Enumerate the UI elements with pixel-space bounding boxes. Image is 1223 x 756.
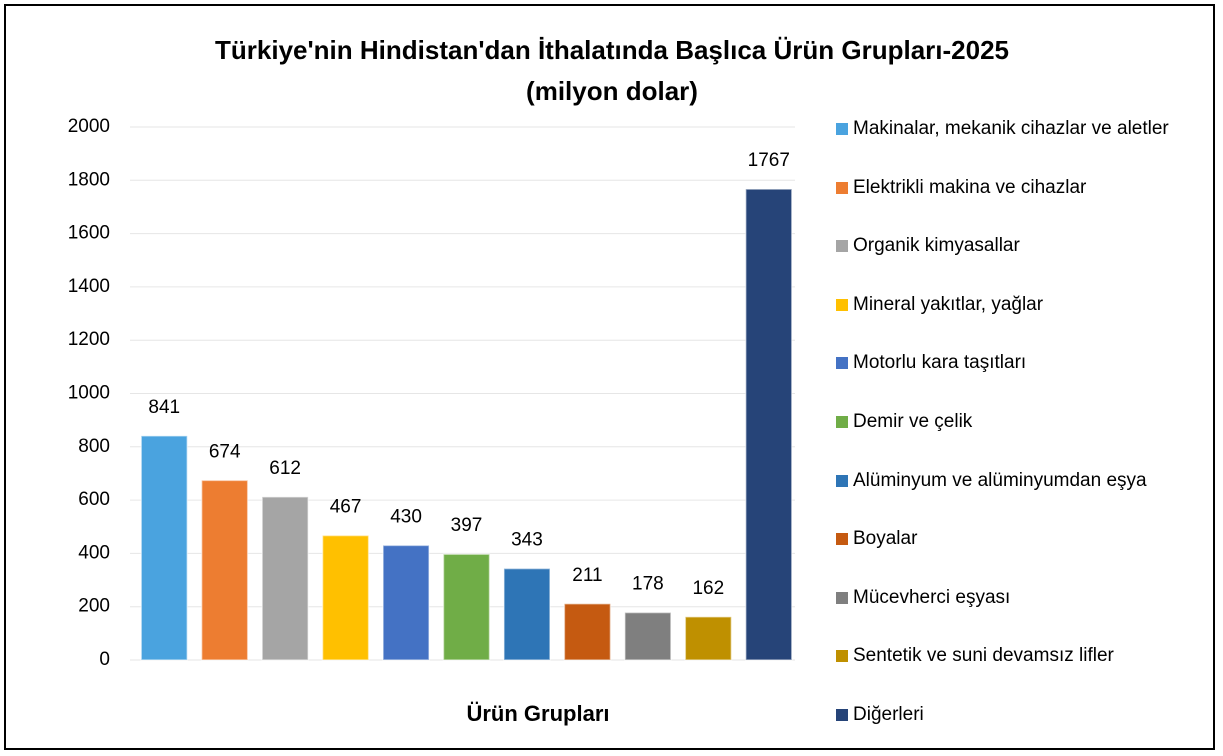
legend-item: Diğerleri xyxy=(836,702,1196,727)
data-label: 674 xyxy=(209,441,241,462)
bar xyxy=(261,496,309,661)
legend-label: Boyalar xyxy=(853,528,918,550)
legend-swatch xyxy=(836,591,848,604)
legend-label: Makinalar, mekanik cihazlar ve aletler xyxy=(853,118,1169,139)
legend-swatch xyxy=(836,181,848,194)
y-tick-label: 800 xyxy=(78,436,110,457)
data-label: 612 xyxy=(269,458,301,479)
data-label: 430 xyxy=(390,506,422,527)
bar xyxy=(503,567,551,661)
y-tick-label: 400 xyxy=(78,542,110,563)
legend-item: Alüminyum ve alüminyumdan eşya xyxy=(836,468,1196,493)
chart-subtitle: (milyon dolar) xyxy=(526,76,698,106)
y-tick-label: 600 xyxy=(78,489,110,510)
bar xyxy=(382,544,430,661)
y-tick-label: 1600 xyxy=(68,223,110,244)
legend-label: Sentetik ve suni devamsız lifler xyxy=(853,645,1114,667)
y-tick-label: 1200 xyxy=(68,329,110,350)
data-label: 841 xyxy=(148,397,180,418)
legend-label: Demir ve çelik xyxy=(853,411,973,432)
legend-label: Organik kimyasallar xyxy=(853,235,1020,257)
legend-label: Diğerleri xyxy=(853,704,924,725)
data-label: 1767 xyxy=(748,150,790,171)
x-axis-label: Ürün Grupları xyxy=(466,701,609,726)
bar xyxy=(745,188,793,661)
data-label: 397 xyxy=(451,515,483,536)
legend-item: Mücevherci eşyası xyxy=(836,585,1196,610)
y-tick-label: 2000 xyxy=(68,116,110,137)
chart-frame xyxy=(4,4,1215,750)
bar xyxy=(563,603,612,661)
legend-swatch xyxy=(836,298,848,311)
legend-swatch xyxy=(836,240,848,253)
legend-item: Motorlu kara taşıtları xyxy=(836,350,1196,375)
legend-swatch xyxy=(836,650,848,663)
bar xyxy=(140,435,188,661)
legend-label: Mineral yakıtlar, yağlar xyxy=(853,293,1044,315)
chart-title: Türkiye'nin Hindistan'dan İthalatında Ba… xyxy=(215,35,1009,65)
legend-label: Motorlu kara taşıtları xyxy=(853,352,1027,374)
y-tick-label: 1800 xyxy=(68,169,110,190)
bar xyxy=(200,479,249,661)
y-tick-label: 1000 xyxy=(68,383,110,404)
legend-swatch xyxy=(836,123,848,135)
data-label: 162 xyxy=(692,578,724,599)
legend-item: Elektrikli makina ve cihazlar xyxy=(836,175,1196,200)
legend-swatch xyxy=(836,533,848,546)
legend-item: Demir ve çelik xyxy=(836,409,1196,434)
y-tick-label: 200 xyxy=(78,596,110,617)
bar xyxy=(442,553,491,661)
bar xyxy=(684,616,733,661)
bar xyxy=(321,534,370,661)
data-label: 178 xyxy=(632,574,664,595)
legend-item: Sentetik ve suni devamsız lifler xyxy=(836,643,1196,668)
legend-item: Organik kimyasallar xyxy=(836,233,1196,258)
legend-item: Makinalar, mekanik cihazlar ve aletler xyxy=(836,116,1196,141)
data-label: 211 xyxy=(572,565,602,586)
legend-label: Mücevherci eşyası xyxy=(853,586,1011,608)
y-tick-label: 0 xyxy=(99,649,110,670)
y-tick-label: 1400 xyxy=(68,276,110,297)
legend-label: Elektrikli makina ve cihazlar xyxy=(853,176,1087,198)
legend-swatch xyxy=(836,357,848,370)
legend-item: Boyalar xyxy=(836,526,1196,551)
legend-swatch xyxy=(836,474,848,487)
legend-item: Mineral yakıtlar, yağlar xyxy=(836,292,1196,317)
bar xyxy=(624,611,672,661)
legend-label: Alüminyum ve alüminyumdan eşya xyxy=(853,469,1147,491)
data-label: 467 xyxy=(330,497,362,518)
legend-swatch xyxy=(836,416,848,428)
legend-swatch xyxy=(836,709,848,721)
data-label: 343 xyxy=(511,530,543,551)
